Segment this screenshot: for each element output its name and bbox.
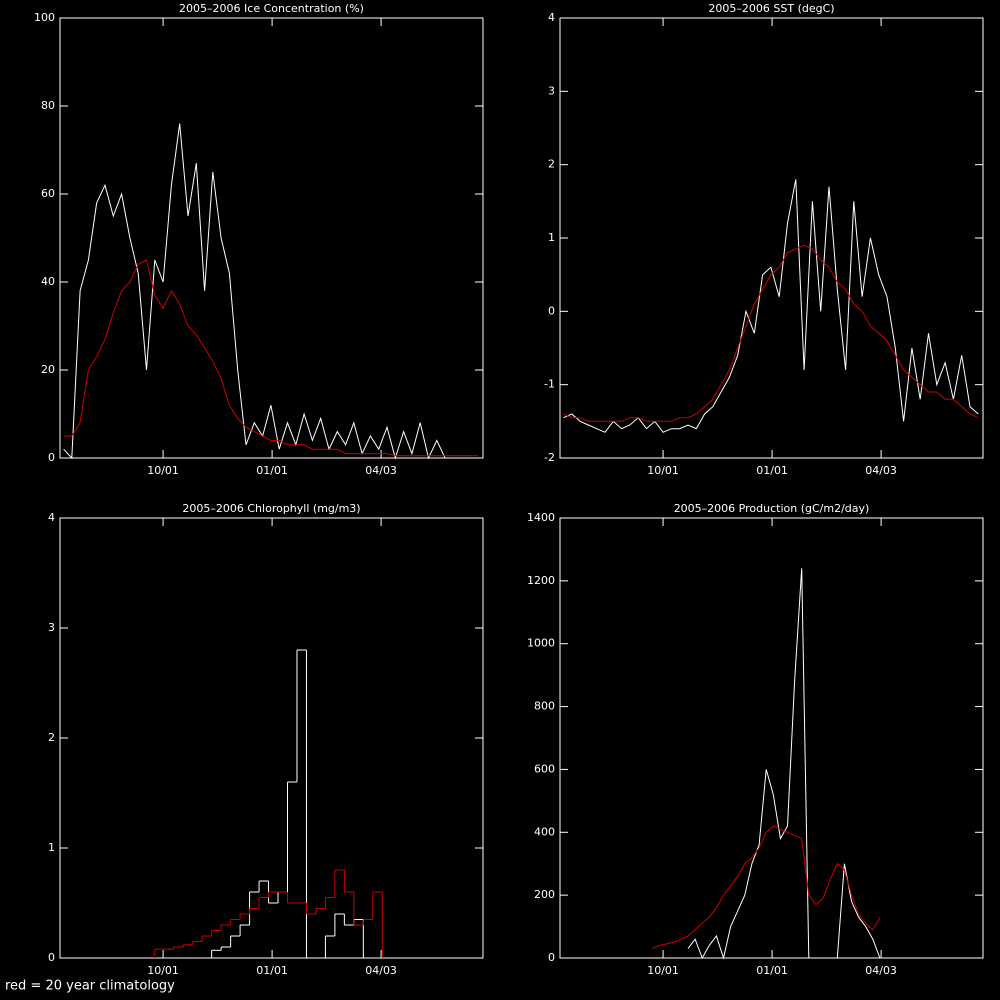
y-tick-label: 0 — [548, 951, 555, 964]
x-tick-label: 10/01 — [647, 464, 679, 477]
x-tick-label: 01/01 — [756, 464, 788, 477]
data-line — [563, 244, 979, 422]
y-tick-label: 4 — [48, 511, 55, 524]
x-tick-label: 01/01 — [256, 464, 288, 477]
y-tick-label: 0 — [48, 451, 55, 464]
y-tick-label: 3 — [548, 84, 555, 97]
y-tick-label: 1200 — [527, 574, 555, 587]
y-tick-label: 3 — [48, 621, 55, 634]
data-line — [563, 179, 979, 433]
y-tick-label: 80 — [41, 99, 55, 112]
plot-frame — [59, 17, 484, 459]
plot-frame — [559, 517, 984, 959]
y-tick-label: -2 — [544, 451, 555, 464]
x-tick-label: 10/01 — [147, 464, 179, 477]
y-tick-label: 20 — [41, 363, 55, 376]
footnote: red = 20 year climatology — [5, 979, 175, 994]
y-tick-label: 2 — [548, 158, 555, 171]
y-tick-label: 4 — [548, 11, 555, 24]
data-line — [652, 825, 881, 950]
x-tick-label: 04/03 — [365, 464, 397, 477]
y-tick-label: 0 — [48, 951, 55, 964]
y-tick-label: 1000 — [527, 637, 555, 650]
y-tick-label: 1 — [48, 841, 55, 854]
x-tick-label: 01/01 — [256, 964, 288, 977]
chart-title: 2005–2006 Production (gC/m2/day) — [674, 502, 870, 515]
y-tick-label: 1400 — [527, 511, 555, 524]
y-tick-label: 0 — [548, 304, 555, 317]
data-line — [63, 259, 479, 457]
y-tick-label: 800 — [534, 700, 555, 713]
y-tick-label: 100 — [34, 11, 55, 24]
y-tick-label: 40 — [41, 275, 55, 288]
y-tick-label: 200 — [534, 888, 555, 901]
y-tick-label: 600 — [534, 762, 555, 775]
x-tick-label: 10/01 — [647, 964, 679, 977]
x-tick-label: 04/03 — [365, 964, 397, 977]
y-tick-label: 60 — [41, 187, 55, 200]
x-tick-label: 04/03 — [865, 964, 897, 977]
y-tick-label: 2 — [48, 731, 55, 744]
x-tick-label: 10/01 — [147, 964, 179, 977]
chart-title: 2005–2006 SST (degC) — [708, 2, 834, 15]
x-tick-label: 01/01 — [756, 964, 788, 977]
chart-title: 2005–2006 Ice Concentration (%) — [179, 2, 364, 15]
data-line — [63, 123, 479, 460]
y-tick-label: 400 — [534, 825, 555, 838]
chart-title: 2005–2006 Chlorophyll (mg/m3) — [182, 502, 360, 515]
y-tick-label: -1 — [544, 378, 555, 391]
x-tick-label: 04/03 — [865, 464, 897, 477]
y-tick-label: 1 — [548, 231, 555, 244]
